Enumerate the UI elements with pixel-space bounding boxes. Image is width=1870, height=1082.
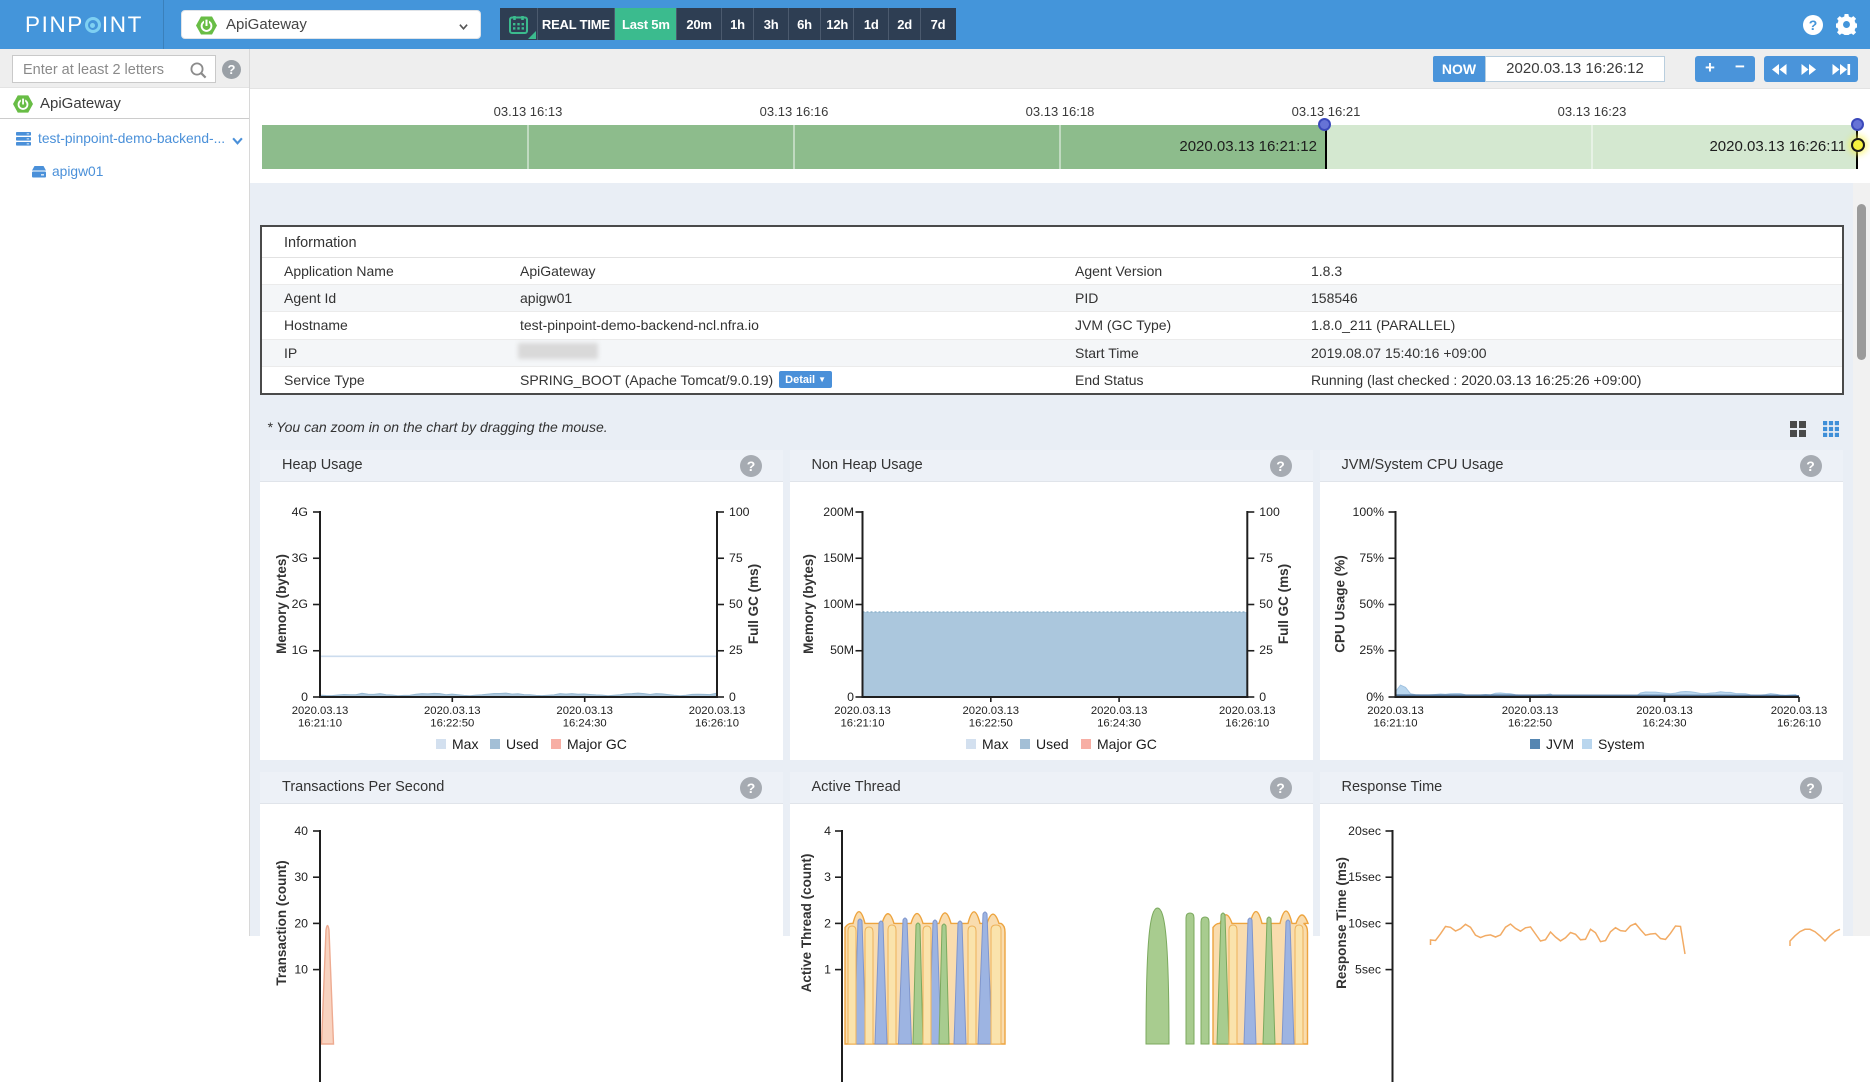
svg-text:100%: 100% bbox=[1352, 505, 1384, 519]
svg-text:Memory (bytes): Memory (bytes) bbox=[801, 554, 816, 654]
svg-text:75: 75 bbox=[1259, 551, 1273, 565]
svg-text:1G: 1G bbox=[292, 643, 308, 657]
svg-text:Max: Max bbox=[452, 736, 478, 752]
svg-text:3: 3 bbox=[824, 870, 831, 884]
svg-text:25: 25 bbox=[729, 643, 743, 657]
svg-text:40: 40 bbox=[294, 824, 308, 838]
svg-text:50: 50 bbox=[1259, 597, 1273, 611]
svg-text:200M: 200M bbox=[823, 505, 854, 519]
svg-text:Used: Used bbox=[1036, 736, 1069, 752]
svg-text:25: 25 bbox=[1259, 643, 1273, 657]
svg-text:Response Time (ms): Response Time (ms) bbox=[1334, 857, 1349, 989]
svg-text:Max: Max bbox=[982, 736, 1008, 752]
svg-text:2G: 2G bbox=[292, 597, 308, 611]
svg-text:10: 10 bbox=[294, 962, 308, 976]
svg-text:50%: 50% bbox=[1359, 597, 1384, 611]
svg-text:Full GC (ms): Full GC (ms) bbox=[1276, 564, 1291, 644]
svg-text:75: 75 bbox=[729, 551, 743, 565]
svg-text:4G: 4G bbox=[292, 505, 308, 519]
svg-text:25%: 25% bbox=[1359, 643, 1384, 657]
svg-text:75%: 75% bbox=[1359, 551, 1384, 565]
svg-text:0: 0 bbox=[729, 690, 736, 704]
svg-text:0: 0 bbox=[1259, 690, 1266, 704]
svg-text:100: 100 bbox=[1259, 505, 1280, 519]
svg-text:100M: 100M bbox=[823, 597, 854, 611]
svg-text:0%: 0% bbox=[1366, 690, 1384, 704]
svg-text:Active Thread (count): Active Thread (count) bbox=[799, 853, 814, 992]
svg-text:3G: 3G bbox=[292, 551, 308, 565]
svg-text:5sec: 5sec bbox=[1355, 962, 1381, 976]
svg-text:10sec: 10sec bbox=[1348, 916, 1381, 930]
svg-text:4: 4 bbox=[824, 824, 831, 838]
svg-text:JVM: JVM bbox=[1546, 736, 1574, 752]
svg-text:Full GC (ms): Full GC (ms) bbox=[746, 564, 761, 644]
svg-text:100: 100 bbox=[729, 505, 750, 519]
svg-text:Major GC: Major GC bbox=[567, 736, 627, 752]
svg-text:30: 30 bbox=[294, 870, 308, 884]
svg-text:System: System bbox=[1598, 736, 1645, 752]
svg-text:20: 20 bbox=[294, 916, 308, 930]
svg-text:Memory (bytes): Memory (bytes) bbox=[274, 554, 289, 654]
svg-text:1: 1 bbox=[824, 962, 831, 976]
svg-text:0: 0 bbox=[847, 690, 854, 704]
svg-text:Used: Used bbox=[506, 736, 539, 752]
svg-text:20sec: 20sec bbox=[1348, 824, 1381, 838]
svg-text:Major GC: Major GC bbox=[1097, 736, 1157, 752]
svg-text:50M: 50M bbox=[830, 643, 854, 657]
svg-text:0: 0 bbox=[301, 690, 308, 704]
svg-text:CPU Usage (%): CPU Usage (%) bbox=[1332, 555, 1347, 653]
svg-text:15sec: 15sec bbox=[1348, 870, 1381, 884]
svg-text:Transaction (count): Transaction (count) bbox=[274, 860, 289, 985]
svg-text:2: 2 bbox=[824, 916, 831, 930]
svg-text:150M: 150M bbox=[823, 551, 854, 565]
svg-text:50: 50 bbox=[729, 597, 743, 611]
